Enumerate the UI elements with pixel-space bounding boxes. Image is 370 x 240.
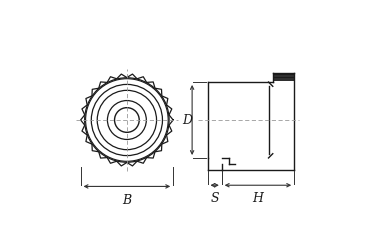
Text: H: H [252,192,263,205]
Text: S: S [210,192,219,205]
Text: D: D [182,114,192,126]
Text: B: B [122,194,131,207]
